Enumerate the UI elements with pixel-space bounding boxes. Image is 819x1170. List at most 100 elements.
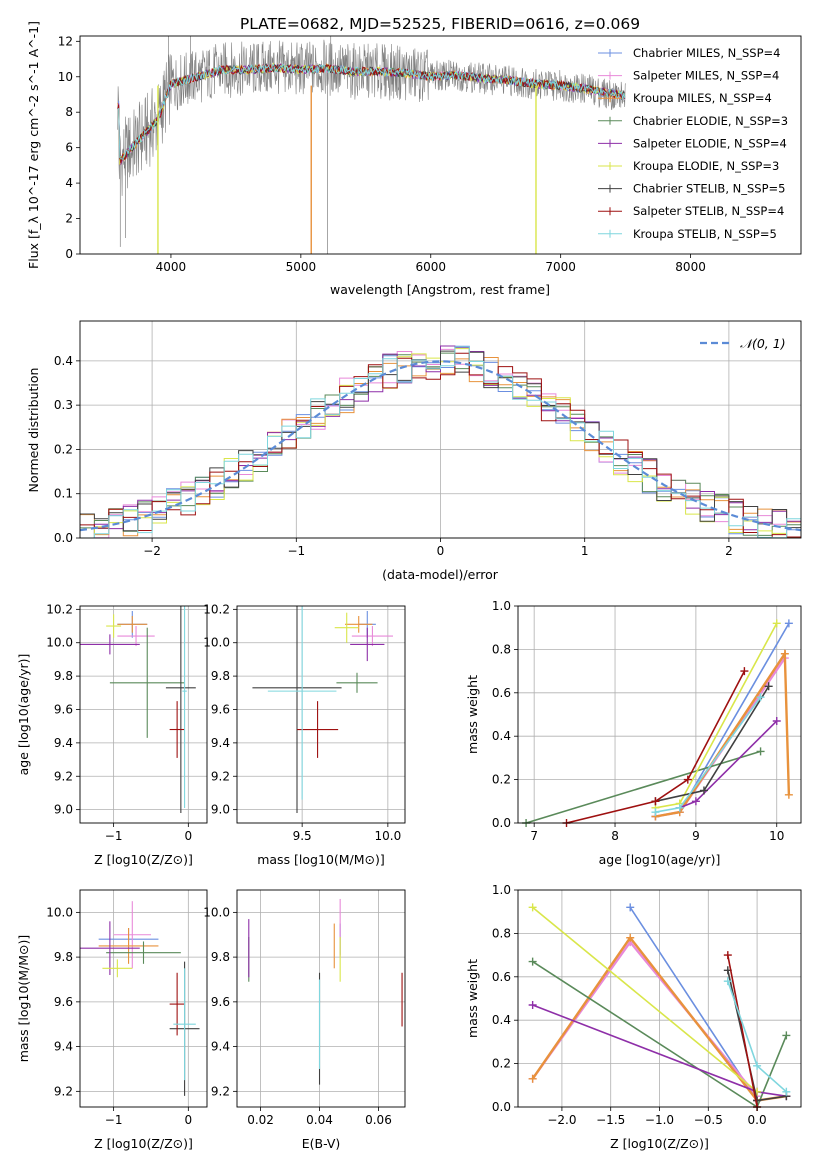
x-axis-label: Z [log10(Z/Z⊙)] — [94, 1136, 193, 1151]
panel-residuals — [79, 321, 802, 539]
y-tick-label: 2 — [65, 212, 73, 226]
y-tick-label: 10.0 — [46, 905, 73, 919]
x-tick-label: 8 — [611, 829, 619, 843]
mass-weight-marker-salpeter_stelib — [740, 667, 749, 676]
histogram-kroupa_stelib — [80, 346, 801, 538]
panel-mass_vs_ebv — [237, 890, 405, 1107]
x-axis-label: Z [log10(Z/Z⊙)] — [94, 852, 193, 867]
y-axis-label: age [log10(age/yr)] — [16, 654, 31, 776]
x-tick-label: 0.04 — [306, 1113, 333, 1127]
model-spectrum-kroupa_stelib — [117, 63, 626, 160]
observed-spectrum — [117, 39, 626, 196]
y-tick-label: 6 — [65, 141, 73, 155]
x-tick-label: 5000 — [286, 260, 317, 274]
mass-weight-line-salpeter_stelib — [566, 670, 746, 823]
x-tick-label: 10 — [769, 829, 784, 843]
mass-weight-line-salpeter_miles — [531, 940, 759, 1097]
axes-frame — [517, 605, 802, 824]
y-axis-label: mass [log10(M/M⊙)] — [16, 935, 31, 1063]
y-tick-label: 9.6 — [54, 702, 73, 716]
y-tick-label: 9.0 — [54, 803, 73, 817]
mass-weight-marker-kroupa_stelib — [723, 977, 732, 986]
mass_weight_vs_age-ticks: 7 8 9 10 0.0 0.2 0.4 0.6 0.8 1.0 — [492, 599, 784, 843]
mass-weight-marker-kroupa_elodie — [772, 619, 781, 628]
mass-weight-marker-kroupa_miles — [780, 649, 789, 658]
axes-frame — [79, 320, 802, 539]
x-tick-label: 10.0 — [374, 829, 401, 843]
legend-label: Chabrier MILES, N_SSP=4 — [633, 46, 780, 60]
y-tick-label: 0.0 — [492, 816, 511, 830]
legend-label-gaussian: 𝒩(0, 1) — [740, 336, 786, 351]
mass_vs_ebv-ticks: 0.02 0.04 0.06 9.2 9.4 9.6 9.8 10.0 — [203, 905, 392, 1127]
y-tick-label: 0.2 — [492, 1057, 511, 1071]
x-axis-label: age [log10(age/yr)] — [599, 852, 721, 867]
y-tick-label: 0.6 — [492, 686, 511, 700]
mass-weight-marker-kroupa_stelib — [675, 803, 684, 812]
mass-weight-marker-salpeter_elodie — [772, 717, 781, 726]
x-tick-label: 0 — [437, 544, 445, 558]
legend-label: Salpeter MILES, N_SSP=4 — [633, 69, 779, 83]
mass-weight-marker-chabrier_stelib — [764, 682, 773, 691]
x-tick-label: 1 — [581, 544, 589, 558]
x-tick-label: −1 — [105, 829, 123, 843]
axes-frame — [517, 889, 802, 1108]
spectrum-legend: Chabrier MILES, N_SSP=4 Salpeter MILES, N… — [598, 46, 788, 241]
mass-weight-line-kroupa_elodie — [532, 906, 758, 1093]
panel-mass_weight_vs_Z — [518, 889, 801, 1111]
y-tick-label: 9.6 — [211, 702, 230, 716]
legend-label: Salpeter ELODIE, N_SSP=4 — [633, 136, 787, 150]
x-tick-label: −1.5 — [596, 1113, 625, 1127]
x-tick-label: 0 — [185, 829, 193, 843]
y-tick-label: 10.2 — [46, 602, 73, 616]
y-tick-label: 0.2 — [54, 442, 73, 456]
y-tick-label: 9.4 — [211, 736, 230, 750]
mass-weight-line-chabrier_elodie — [532, 960, 788, 1107]
mass-weight-marker-kroupa_miles — [528, 1074, 537, 1083]
y-tick-label: 9.2 — [54, 1084, 73, 1098]
mass-weight-marker-chabrier_miles — [784, 619, 793, 628]
x-tick-label: 9.5 — [293, 829, 312, 843]
mass-weight-line-chabrier_elodie — [525, 750, 761, 823]
mass-weight-marker-kroupa_miles — [784, 790, 793, 799]
panel-spectrum — [117, 36, 626, 254]
y-tick-label: 0.4 — [492, 729, 511, 743]
y-tick-label: 0.6 — [492, 970, 511, 984]
mass-weight-marker-chabrier_elodie — [782, 1031, 791, 1040]
y-tick-label: 9.8 — [54, 950, 73, 964]
y-tick-label: 9.4 — [54, 1040, 73, 1054]
y-tick-label: 10.0 — [203, 905, 230, 919]
mass-weight-marker-kroupa_stelib — [651, 808, 660, 817]
x-axis-label: mass [log10(M/M⊙)] — [257, 852, 385, 867]
x-tick-label: −1 — [287, 544, 305, 558]
x-tick-label: 0.06 — [365, 1113, 392, 1127]
legend-label: Salpeter STELIB, N_SSP=4 — [633, 204, 784, 218]
mass-weight-marker-kroupa_stelib — [782, 1087, 791, 1096]
residuals-ticks: −2 −1 0 1 2 0.0 0.1 0.2 0.3 0.4 — [54, 354, 733, 558]
mass-weight-marker-salpeter_elodie — [691, 797, 700, 806]
y-tick-label: 10.2 — [203, 602, 230, 616]
y-tick-label: 10.0 — [46, 636, 73, 650]
y-tick-label: 9.8 — [211, 950, 230, 964]
y-tick-label: 10 — [58, 70, 73, 84]
age_vs_Z-ticks: −1 0 9.0 9.2 9.4 9.6 9.8 10.0 10.2 — [46, 602, 192, 843]
x-tick-label: −1.0 — [645, 1113, 674, 1127]
mass-weight-marker-kroupa_elodie — [528, 903, 537, 912]
age_vs_mass-ticks: 9.5 10.0 9.0 9.2 9.4 9.6 9.8 10.0 10.2 — [203, 602, 401, 843]
mass-weight-marker-kroupa_stelib — [756, 693, 765, 702]
x-tick-label: 0.0 — [748, 1113, 767, 1127]
y-tick-label: 9.6 — [54, 995, 73, 1009]
y-tick-label: 1.0 — [492, 883, 511, 897]
mass-weight-marker-salpeter_stelib — [723, 951, 732, 960]
y-tick-label: 0.1 — [54, 487, 73, 501]
y-tick-label: 0.4 — [492, 1013, 511, 1027]
x-axis-label: (data-model)/error — [382, 567, 499, 582]
axes-frame — [79, 605, 208, 824]
y-tick-label: 9.4 — [211, 1040, 230, 1054]
x-axis-label: Z [log10(Z/Z⊙)] — [610, 1136, 709, 1151]
y-tick-label: 0.8 — [492, 926, 511, 940]
y-tick-label: 9.8 — [54, 669, 73, 683]
x-tick-label: 7000 — [545, 260, 576, 274]
axes-frame — [79, 889, 208, 1108]
x-tick-label: −1 — [105, 1113, 123, 1127]
y-tick-label: 0.8 — [492, 642, 511, 656]
